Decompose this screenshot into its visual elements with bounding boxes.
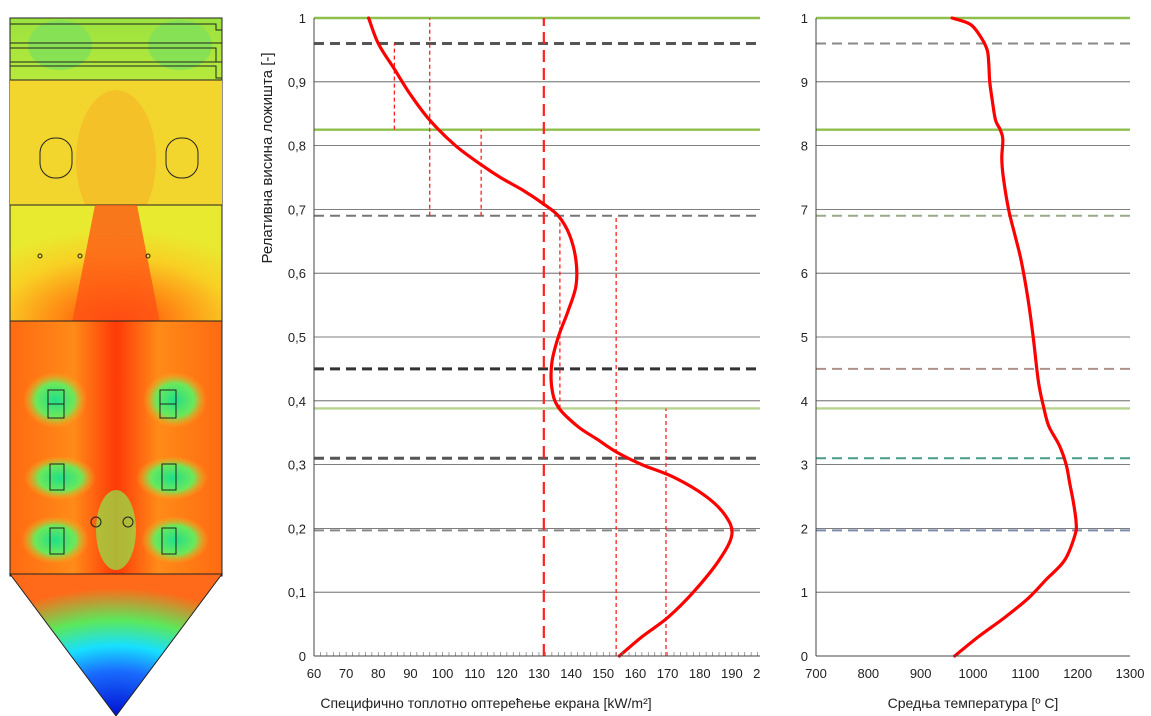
y-tick-label: 1 <box>801 11 808 26</box>
x-tick-label: 100 <box>432 666 454 681</box>
y-tick-label: 0,7 <box>288 202 306 217</box>
x-tick-label: 160 <box>625 666 647 681</box>
series-line <box>367 16 734 658</box>
y-tick-label: 0,5 <box>288 330 306 345</box>
x-tick-label: 180 <box>689 666 711 681</box>
x-tick-label: 900 <box>910 666 932 681</box>
x-tick-label: 70 <box>339 666 353 681</box>
x-tick-label: 1300 <box>1116 666 1145 681</box>
furnace-temperature-field-icon <box>9 17 223 716</box>
y-tick-label: 0,8 <box>800 139 808 154</box>
y-tick-label: 0,9 <box>288 75 306 90</box>
y-tick-label: 0,2 <box>800 521 808 536</box>
series-line <box>950 16 1078 658</box>
y-tick-label: 0,1 <box>800 585 808 600</box>
x-tick-label: 130 <box>528 666 550 681</box>
x-tick-label: 140 <box>560 666 582 681</box>
x-tick-label: 170 <box>657 666 679 681</box>
chart2-grid <box>816 17 1130 657</box>
chart1-grid <box>314 17 760 657</box>
chart1-xlabel: Специфично топлотно оптерећење екрана [k… <box>320 695 651 711</box>
chart1-ylabel: Релативна висина ложишта [-] <box>259 52 276 263</box>
chart2-xlabel: Средња температура [º C] <box>888 695 1059 711</box>
x-tick-label: 800 <box>857 666 879 681</box>
x-tick-label: 90 <box>403 666 417 681</box>
y-tick-label: 0 <box>299 649 306 664</box>
y-tick-label: 0 <box>801 649 808 664</box>
y-tick-label: 0,3 <box>288 458 306 473</box>
chart1-series <box>367 16 734 658</box>
x-tick-label: 700 <box>805 666 827 681</box>
mean-temperature-chart: 0 0,1 0,2 0,3 0,4 0,5 0,6 0,7 0,8 0,9 1 700 800 900 10… <box>800 11 1144 711</box>
chart2-reference-lines <box>816 16 1130 532</box>
y-tick-label: 0,3 <box>800 458 808 473</box>
y-tick-label: 0,6 <box>288 266 306 281</box>
y-tick-label: 0,4 <box>800 394 808 409</box>
y-tick-label: 0,6 <box>800 266 808 281</box>
y-tick-label: 1 <box>299 11 306 26</box>
y-tick-label: 0,1 <box>288 585 306 600</box>
x-tick-label: 110 <box>464 666 485 681</box>
y-tick-label: 0,4 <box>288 394 306 409</box>
y-tick-label: 0,7 <box>800 202 808 217</box>
chart1-vertical-markers <box>393 18 667 656</box>
chart1-reference-lines <box>314 16 760 532</box>
y-tick-label: 0,5 <box>800 330 808 345</box>
chart2-axes: 0 0,1 0,2 0,3 0,4 0,5 0,6 0,7 0,8 0,9 1 700 800 900 10… <box>800 11 1144 681</box>
x-tick-label: 1100 <box>1011 666 1039 681</box>
y-tick-label: 0,2 <box>288 521 306 536</box>
y-tick-label: 0,8 <box>288 139 306 154</box>
x-tick-label: 1200 <box>1063 666 1092 681</box>
x-tick-label: 150 <box>592 666 614 681</box>
x-tick-label: 60 <box>307 666 321 681</box>
x-tick-label: 80 <box>371 666 385 681</box>
y-tick-label: 0,9 <box>800 75 808 90</box>
x-tick-label: 120 <box>496 666 518 681</box>
x-tick-label: 190 <box>721 666 743 681</box>
chart2-series <box>950 16 1078 658</box>
x-tick-label: 200 <box>753 666 760 681</box>
x-tick-label: 1000 <box>959 666 988 681</box>
